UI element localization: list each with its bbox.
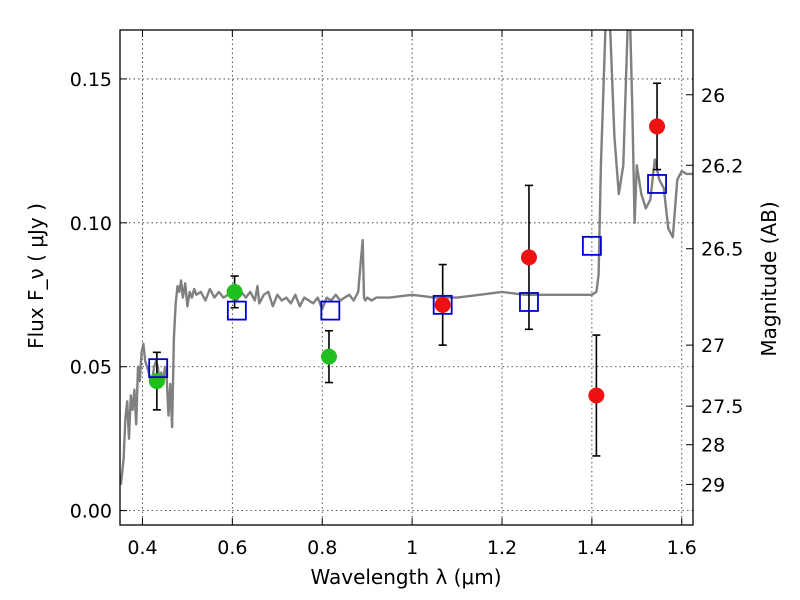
- y2-tick-label: 28: [701, 435, 725, 457]
- x-tick-label: 0.6: [217, 537, 247, 559]
- y2-tick-label: 27.5: [701, 396, 743, 418]
- x-tick-label: 1.6: [667, 537, 697, 559]
- model-box-point: [226, 300, 247, 321]
- plot-frame: [119, 29, 694, 526]
- grid: [120, 30, 693, 525]
- optical-point: [148, 373, 165, 390]
- y2-tick-label: 29: [701, 474, 725, 496]
- y2-tick-label: 26.5: [701, 239, 743, 261]
- optical-point: [226, 283, 243, 300]
- ticks: 0.4 0.6 0.8 1 1.2 1.4 1.6 0.00 0.05 0.10 0.15 26 26.…: [70, 30, 743, 559]
- y-tick-label: 0.10: [70, 213, 112, 235]
- x-tick-label: 1.2: [487, 537, 517, 559]
- y2-axis-label: Magnitude (AB): [757, 201, 781, 356]
- nir-point: [520, 249, 537, 266]
- x-tick-label: 0.8: [307, 537, 337, 559]
- x-tick-label: 0.4: [127, 537, 157, 559]
- optical-point: [320, 348, 337, 365]
- y-tick-label: 0.00: [70, 501, 112, 523]
- model-spectrum-layer: [120, 30, 693, 485]
- model-box-point: [432, 294, 453, 315]
- y-axis-label: Flux F_ν ( μJy ): [24, 203, 48, 349]
- nir-point: [649, 118, 666, 135]
- model-box-point: [148, 358, 169, 379]
- x-axis-label: Wavelength λ (μm): [310, 565, 501, 589]
- data-points-layer: [148, 82, 667, 457]
- y-tick-label: 0.05: [70, 357, 112, 379]
- model-spectrum-line: [120, 30, 693, 485]
- model-box-point: [320, 300, 341, 321]
- model-box-point: [581, 235, 602, 256]
- nir-point: [588, 387, 605, 404]
- y-tick-label: 0.15: [70, 69, 112, 91]
- y2-tick-label: 27: [701, 335, 725, 357]
- model-box-point: [647, 174, 667, 194]
- nir-point: [434, 296, 451, 313]
- x-tick-label: 1: [406, 537, 418, 559]
- y2-tick-label: 26.2: [701, 155, 743, 177]
- model-box-point: [519, 292, 539, 312]
- x-tick-label: 1.4: [577, 537, 607, 559]
- y2-tick-label: 26: [701, 85, 725, 107]
